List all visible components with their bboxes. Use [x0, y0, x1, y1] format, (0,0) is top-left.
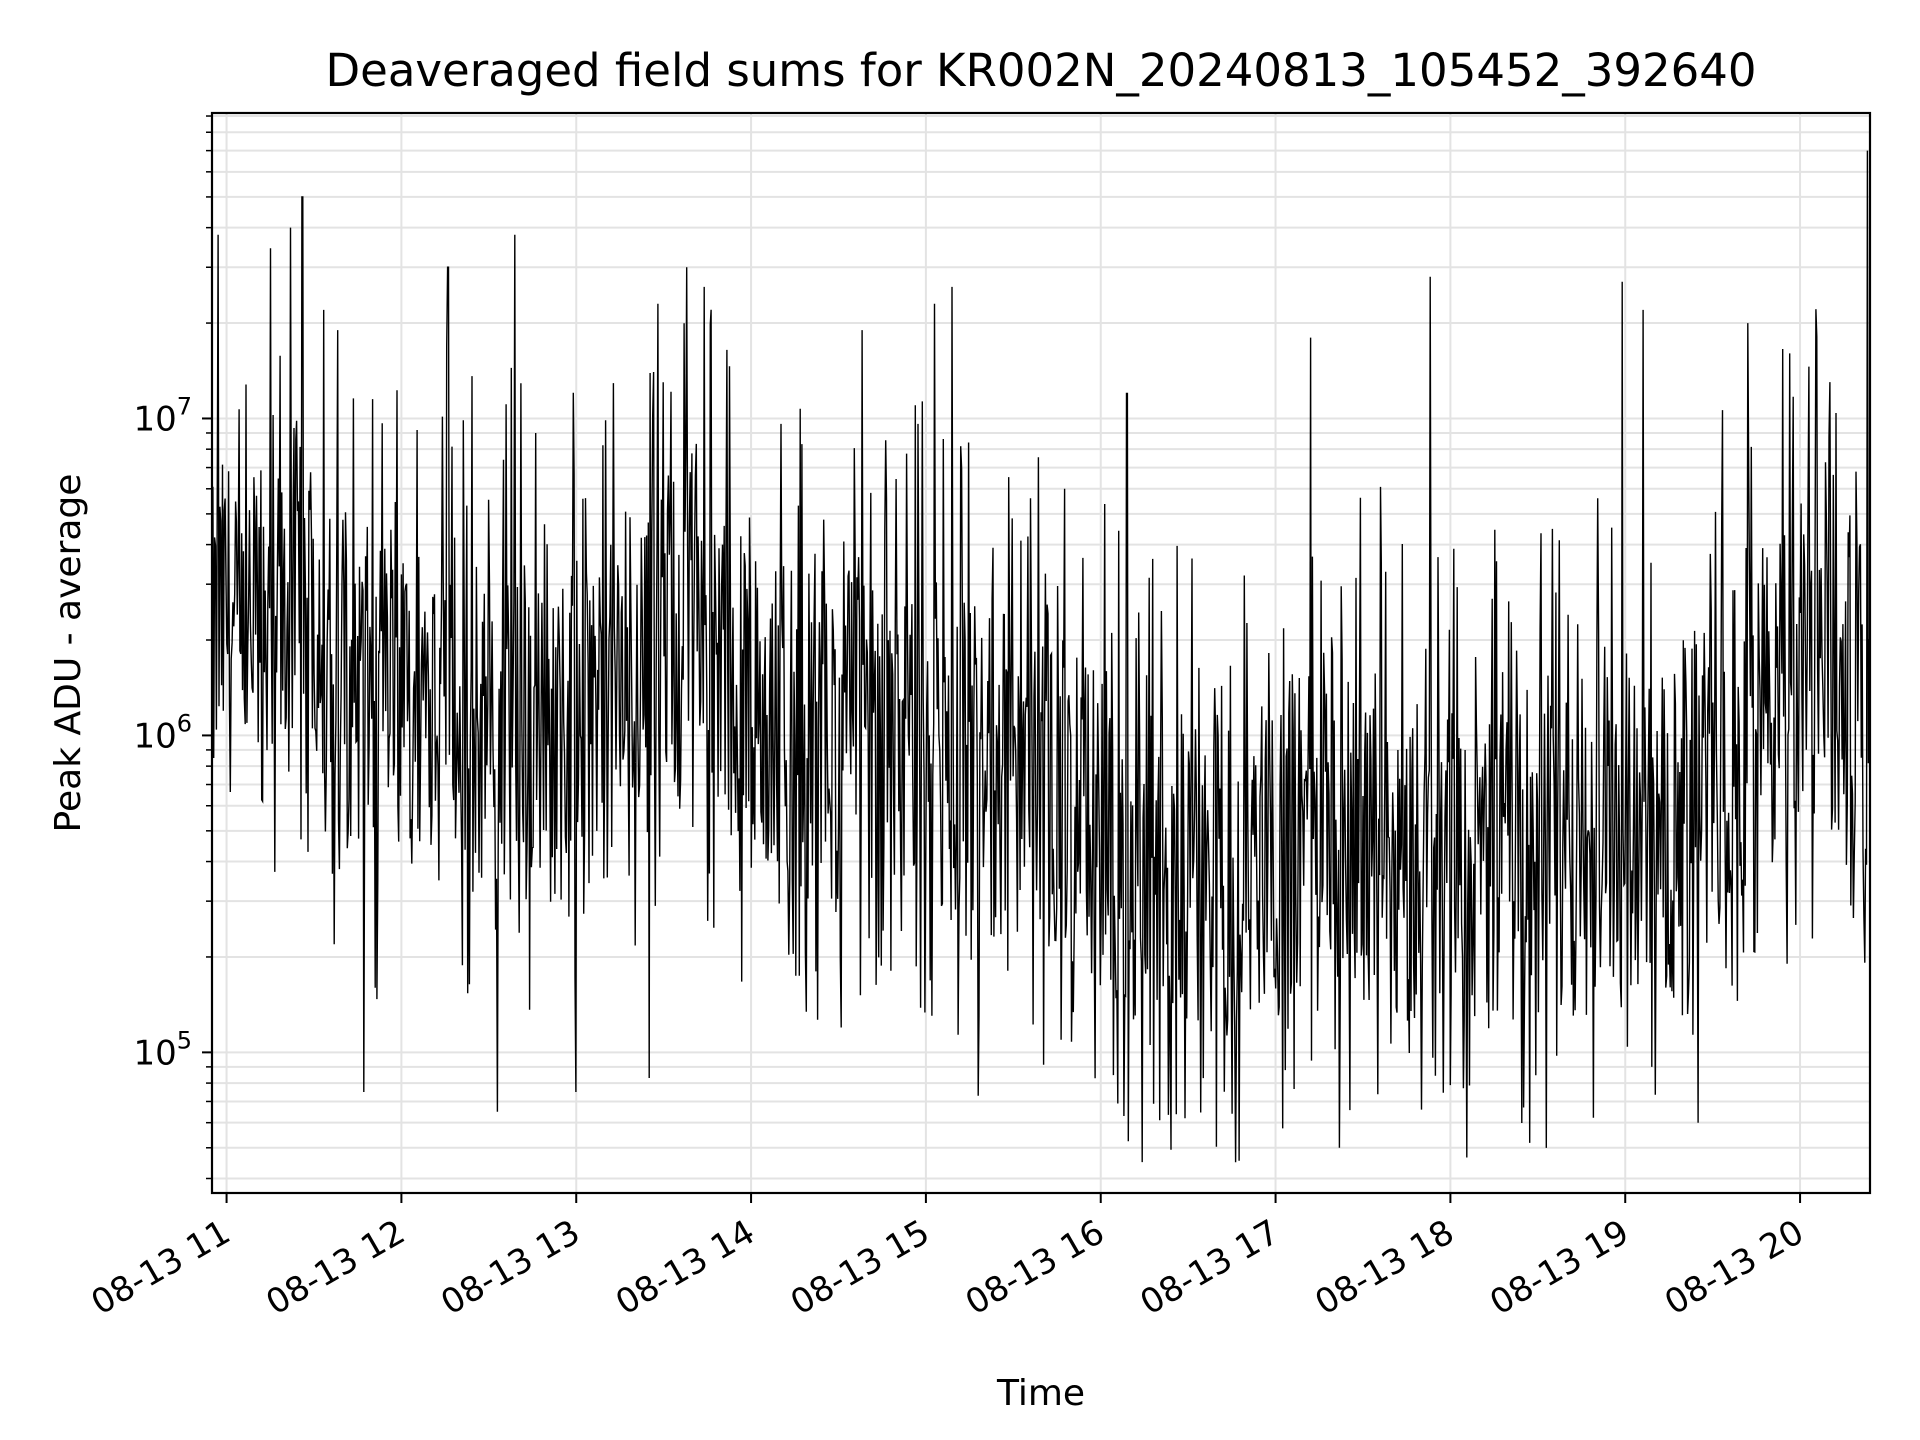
y-tick-label: 107 [133, 392, 192, 439]
chart-title: Deaveraged field sums for KR002N_2024081… [326, 44, 1757, 97]
y-tick-label: 105 [133, 1026, 192, 1073]
plot-area-frame [210, 111, 1872, 1195]
series-layer [211, 150, 1871, 1163]
y-axis-label: Peak ADU - average [48, 474, 89, 833]
series-line [211, 150, 1871, 1163]
x-axis-label: Time [996, 1373, 1085, 1414]
y-tick-label: 106 [133, 709, 192, 756]
